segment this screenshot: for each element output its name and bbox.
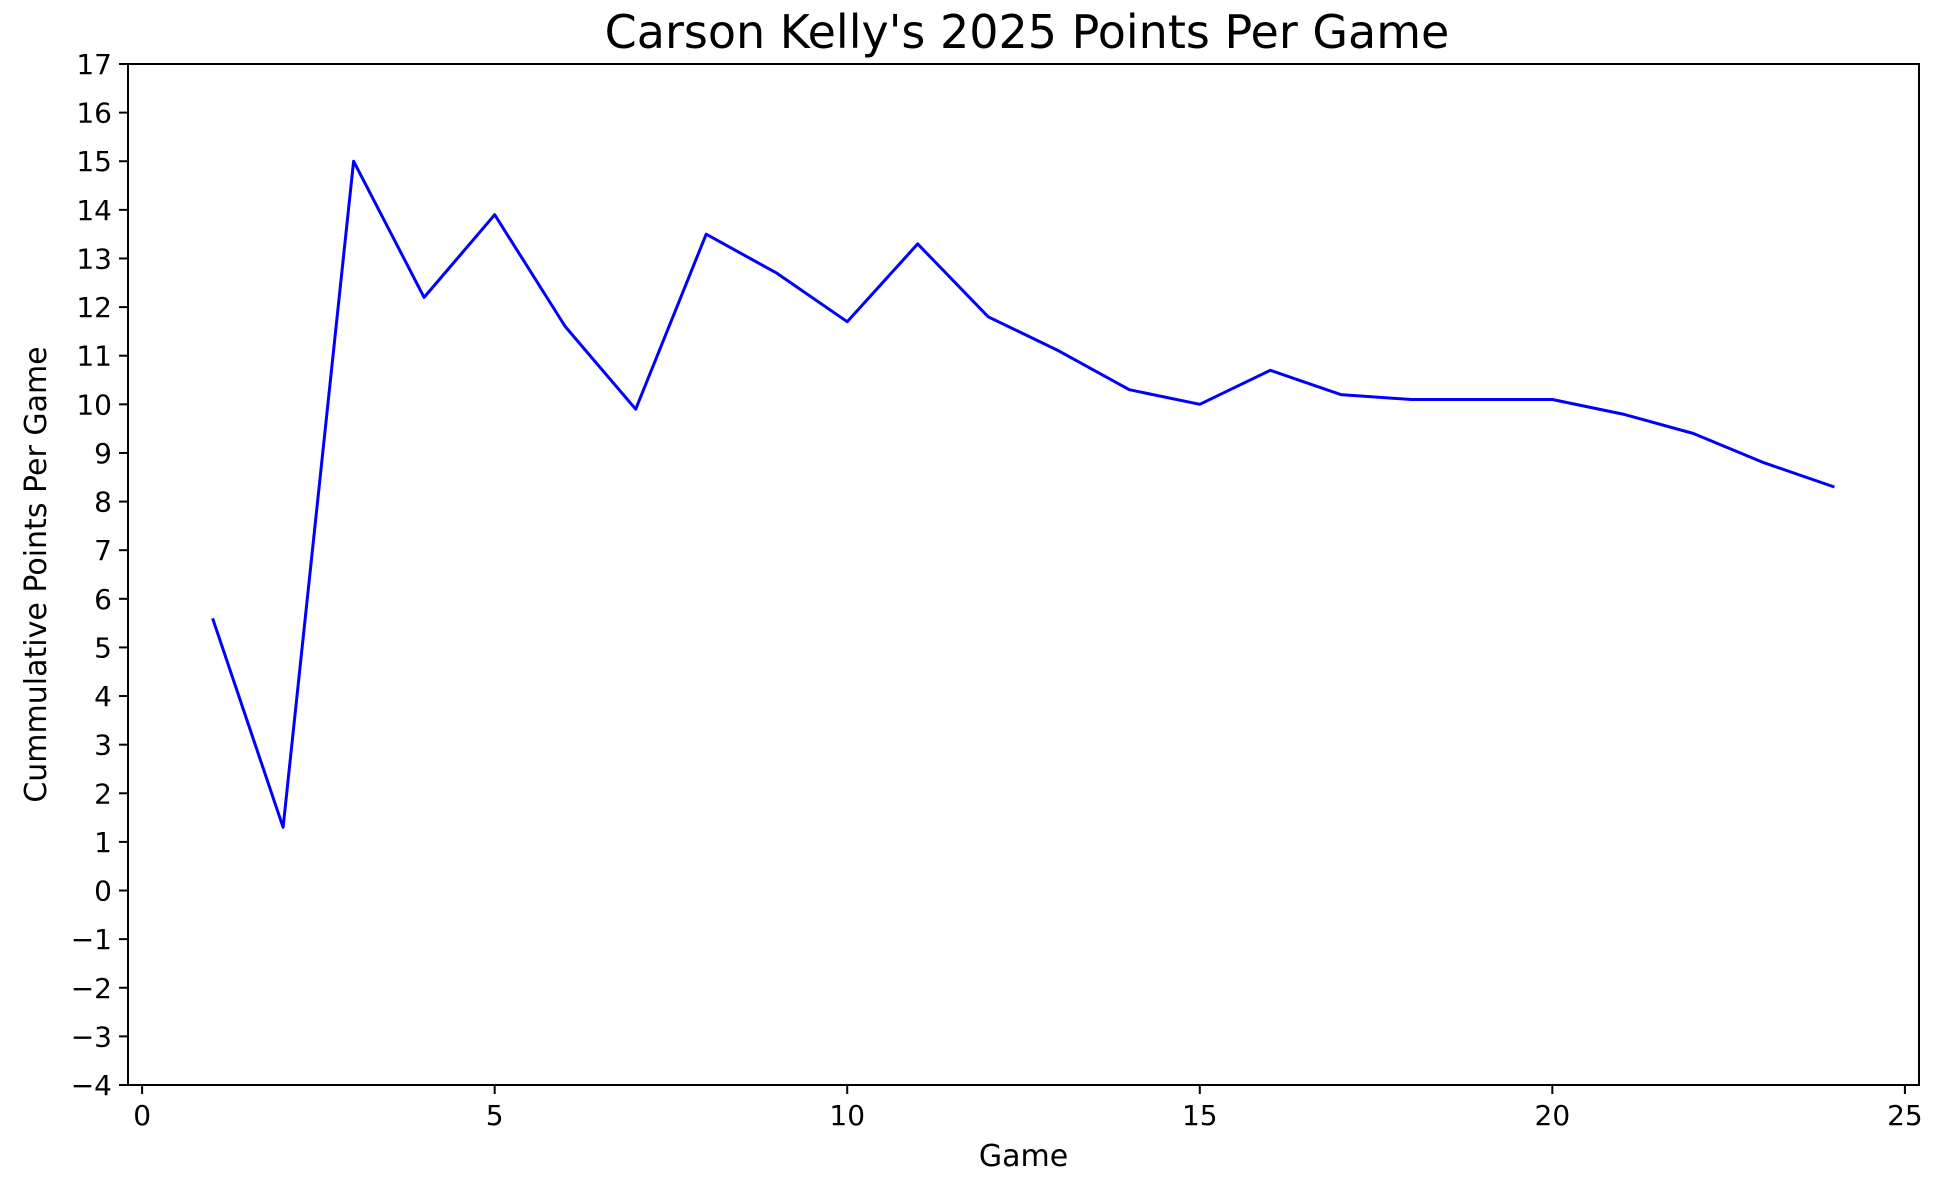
series-line	[211, 159, 1835, 829]
y-tick-label: 1	[94, 826, 112, 859]
y-tick-label: 16	[76, 97, 112, 130]
y-tick-label: −3	[71, 1020, 112, 1053]
y-tick-label: 7	[94, 534, 112, 567]
plot-frame	[127, 63, 1920, 1086]
y-tick-label: −2	[71, 972, 112, 1005]
y-axis-label: Cummulative Points Per Game	[19, 346, 54, 802]
y-tick-label: 13	[76, 242, 112, 275]
y-tick-label: 11	[76, 340, 112, 373]
y-tick-label: 3	[94, 729, 112, 762]
x-tick-label: 5	[486, 1099, 504, 1132]
x-axis-label: Game	[979, 1139, 1068, 1174]
y-tick-label: 9	[94, 437, 112, 470]
y-tick-label: −1	[71, 923, 112, 956]
x-tick-label: 0	[133, 1099, 151, 1132]
x-tick-label: 15	[1182, 1099, 1218, 1132]
y-tick-label: 0	[94, 875, 112, 908]
y-tick-label: 5	[94, 631, 112, 664]
y-tick-label: 17	[76, 48, 112, 81]
y-tick-label: 8	[94, 486, 112, 519]
y-tick-label: 14	[76, 194, 112, 227]
y-tick-label: −4	[71, 1069, 112, 1102]
y-tick-label: 4	[94, 680, 112, 713]
y-tick-label: 15	[76, 145, 112, 178]
x-tick-label: 25	[1887, 1099, 1923, 1132]
y-tick-label: 12	[76, 291, 112, 324]
x-tick-label: 10	[829, 1099, 865, 1132]
y-tick-label: 2	[94, 777, 112, 810]
series-layer	[211, 159, 1835, 829]
chart-title: Carson Kelly's 2025 Points Per Game	[605, 5, 1450, 59]
y-tick-label: 10	[76, 388, 112, 421]
x-axis: 0 5 10 15 20 25	[133, 1085, 1923, 1132]
x-tick-label: 20	[1535, 1099, 1571, 1132]
y-tick-label: 6	[94, 583, 112, 616]
